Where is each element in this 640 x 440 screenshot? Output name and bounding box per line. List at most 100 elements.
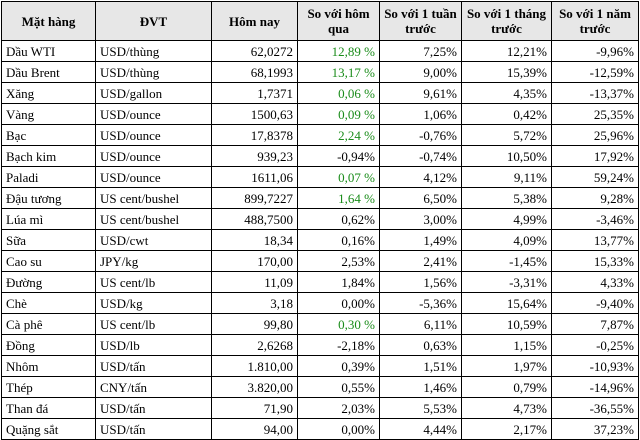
cell-vs-month: 10,59% bbox=[461, 313, 552, 335]
header-vs-yesterday: So với hôm qua bbox=[297, 1, 380, 41]
table-row: Đồng USD/lb 2,6268 -2,18% 0,63% 1,15% -0,25% bbox=[1, 334, 639, 356]
cell-vs-month: 0,79% bbox=[461, 376, 552, 398]
table-row: Đậu tương US cent/bushel 899,7227 1,64 % 6,5… bbox=[1, 187, 639, 209]
cell-unit: US cent/bushel bbox=[95, 208, 212, 230]
cell-commodity: Chè bbox=[1, 292, 96, 314]
cell-vs-year: -9,40% bbox=[551, 292, 639, 314]
cell-vs-yesterday: 1,84% bbox=[297, 271, 380, 293]
cell-vs-year: 59,24% bbox=[551, 166, 639, 188]
cell-vs-week: 6,11% bbox=[379, 313, 462, 335]
cell-vs-year: 7,87% bbox=[551, 313, 639, 335]
cell-today: 939,23 bbox=[211, 145, 298, 167]
cell-unit: CNY/tấn bbox=[95, 376, 212, 398]
cell-unit: USD/ounce bbox=[95, 145, 212, 167]
cell-vs-month: -1,45% bbox=[461, 250, 552, 272]
cell-vs-month: 4,73% bbox=[461, 397, 552, 419]
cell-commodity: Dầu Brent bbox=[1, 61, 96, 83]
cell-vs-yesterday: 2,24 % bbox=[297, 124, 380, 146]
cell-vs-week: -5,36% bbox=[379, 292, 462, 314]
cell-commodity: Dầu WTI bbox=[1, 40, 96, 62]
cell-vs-week: 1,49% bbox=[379, 229, 462, 251]
header-vs-month: So với 1 tháng trước bbox=[461, 1, 552, 41]
cell-today: 3,18 bbox=[211, 292, 298, 314]
cell-today: 1.810,00 bbox=[211, 355, 298, 377]
table-row: Vàng USD/ounce 1500,63 0,09 % 1,06% 0,42% 25,3… bbox=[1, 103, 639, 125]
header-vs-week: So với 1 tuần trước bbox=[379, 1, 462, 41]
cell-unit: USD/gallon bbox=[95, 82, 212, 104]
table-row: Thép CNY/tấn 3.820,00 0,55% 1,46% 0,79% -14,96… bbox=[1, 376, 639, 398]
cell-vs-year: -0,25% bbox=[551, 334, 639, 356]
cell-vs-yesterday: 0,39% bbox=[297, 355, 380, 377]
table-row: Dầu Brent USD/thùng 68,1993 13,17 % 9,00% 15,… bbox=[1, 61, 639, 83]
cell-vs-month: 5,72% bbox=[461, 124, 552, 146]
cell-vs-week: -0,76% bbox=[379, 124, 462, 146]
cell-unit: US cent/bushel bbox=[95, 187, 212, 209]
table-row: Bạch kim USD/ounce 939,23 -0,94% -0,74% 10,50… bbox=[1, 145, 639, 167]
cell-vs-week: -0,74% bbox=[379, 145, 462, 167]
cell-commodity: Paladi bbox=[1, 166, 96, 188]
header-unit: ĐVT bbox=[95, 1, 212, 41]
cell-vs-year: -3,46% bbox=[551, 208, 639, 230]
cell-vs-week: 5,53% bbox=[379, 397, 462, 419]
cell-vs-yesterday: 13,17 % bbox=[297, 61, 380, 83]
cell-today: 170,00 bbox=[211, 250, 298, 272]
cell-unit: USD/lb bbox=[95, 334, 212, 356]
cell-vs-year: -14,96% bbox=[551, 376, 639, 398]
cell-vs-yesterday: 0,06 % bbox=[297, 82, 380, 104]
header-row: Mặt hàng ĐVT Hôm nay So với hôm qua So v… bbox=[1, 1, 639, 41]
cell-vs-week: 4,12% bbox=[379, 166, 462, 188]
cell-vs-week: 9,00% bbox=[379, 61, 462, 83]
table-row: Xăng USD/gallon 1,7371 0,06 % 9,61% 4,35% -13,… bbox=[1, 82, 639, 104]
cell-vs-yesterday: 12,89 % bbox=[297, 40, 380, 62]
cell-vs-month: 4,09% bbox=[461, 229, 552, 251]
cell-unit: USD/kg bbox=[95, 292, 212, 314]
cell-vs-year: -10,93% bbox=[551, 355, 639, 377]
cell-vs-month: 15,64% bbox=[461, 292, 552, 314]
cell-commodity: Vàng bbox=[1, 103, 96, 125]
table-body: Dầu WTI USD/thùng 62,0272 12,89 % 7,25% 12,21… bbox=[1, 40, 639, 440]
cell-vs-year: -13,37% bbox=[551, 82, 639, 104]
cell-vs-month: 9,11% bbox=[461, 166, 552, 188]
cell-vs-year: 17,92% bbox=[551, 145, 639, 167]
table-row: Chè USD/kg 3,18 0,00% -5,36% 15,64% -9,40% bbox=[1, 292, 639, 314]
cell-vs-year: 4,33% bbox=[551, 271, 639, 293]
cell-vs-week: 2,41% bbox=[379, 250, 462, 272]
table-row: Nhôm USD/tấn 1.810,00 0,39% 1,51% 1,97% -10,93… bbox=[1, 355, 639, 377]
table-row: Lúa mì US cent/bushel 488,7500 0,62% 3,00% 4,… bbox=[1, 208, 639, 230]
cell-vs-month: 5,38% bbox=[461, 187, 552, 209]
table-row: Quặng sắt USD/tấn 94,00 0,00% 4,44% 2,17% 37,2… bbox=[1, 418, 639, 440]
cell-unit: USD/thùng bbox=[95, 61, 212, 83]
cell-vs-week: 9,61% bbox=[379, 82, 462, 104]
cell-vs-yesterday: 0,00% bbox=[297, 292, 380, 314]
cell-vs-month: 4,35% bbox=[461, 82, 552, 104]
cell-today: 2,6268 bbox=[211, 334, 298, 356]
cell-vs-week: 1,51% bbox=[379, 355, 462, 377]
cell-unit: USD/ounce bbox=[95, 166, 212, 188]
cell-vs-week: 0,63% bbox=[379, 334, 462, 356]
cell-commodity: Xăng bbox=[1, 82, 96, 104]
table-row: Cao su JPY/kg 170,00 2,53% 2,41% -1,45% 15,33% bbox=[1, 250, 639, 272]
cell-vs-week: 1,56% bbox=[379, 271, 462, 293]
cell-vs-yesterday: 0,62% bbox=[297, 208, 380, 230]
cell-today: 488,7500 bbox=[211, 208, 298, 230]
cell-vs-year: -36,55% bbox=[551, 397, 639, 419]
cell-commodity: Đồng bbox=[1, 334, 96, 356]
cell-vs-week: 4,44% bbox=[379, 418, 462, 440]
cell-vs-yesterday: -2,18% bbox=[297, 334, 380, 356]
cell-today: 94,00 bbox=[211, 418, 298, 440]
cell-vs-month: 2,17% bbox=[461, 418, 552, 440]
cell-vs-yesterday: 0,55% bbox=[297, 376, 380, 398]
cell-today: 1,7371 bbox=[211, 82, 298, 104]
cell-vs-year: 9,28% bbox=[551, 187, 639, 209]
table-row: Đường US cent/lb 11,09 1,84% 1,56% -3,31% 4,33… bbox=[1, 271, 639, 293]
cell-vs-year: 25,35% bbox=[551, 103, 639, 125]
table-row: Paladi USD/ounce 1611,06 0,07 % 4,12% 9,11% 59… bbox=[1, 166, 639, 188]
cell-commodity: Lúa mì bbox=[1, 208, 96, 230]
header-today: Hôm nay bbox=[211, 1, 298, 41]
cell-unit: USD/tấn bbox=[95, 355, 212, 377]
cell-commodity: Cao su bbox=[1, 250, 96, 272]
cell-commodity: Nhôm bbox=[1, 355, 96, 377]
cell-unit: USD/tấn bbox=[95, 397, 212, 419]
